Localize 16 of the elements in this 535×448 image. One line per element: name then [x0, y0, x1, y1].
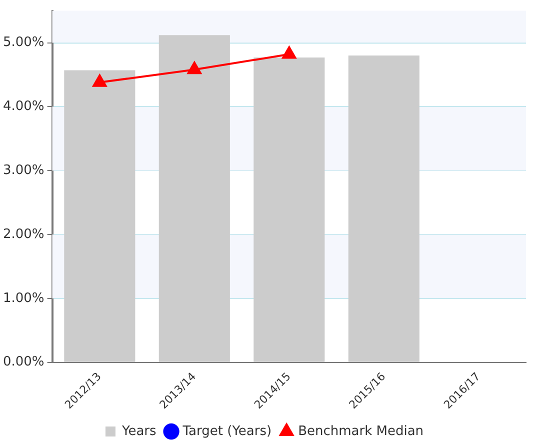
y-tick-label: 5.00% [2, 35, 44, 50]
y-tick-label: 3.00% [2, 162, 44, 178]
bar [64, 70, 136, 362]
bar [348, 56, 420, 362]
legend-label: Benchmark Median [298, 424, 424, 439]
y-tick-label: 4.00% [2, 99, 44, 114]
y-tick-label: 2.00% [2, 226, 44, 242]
legend-label: Years [120, 424, 156, 439]
bar [254, 57, 325, 362]
y-tick-label: 0.00% [2, 354, 44, 370]
legend-label: Target (Years) [182, 424, 272, 439]
point [282, 46, 296, 59]
point [92, 74, 107, 87]
point [187, 62, 202, 74]
y-tick-label: 1.00% [2, 290, 44, 306]
bar [158, 35, 230, 362]
